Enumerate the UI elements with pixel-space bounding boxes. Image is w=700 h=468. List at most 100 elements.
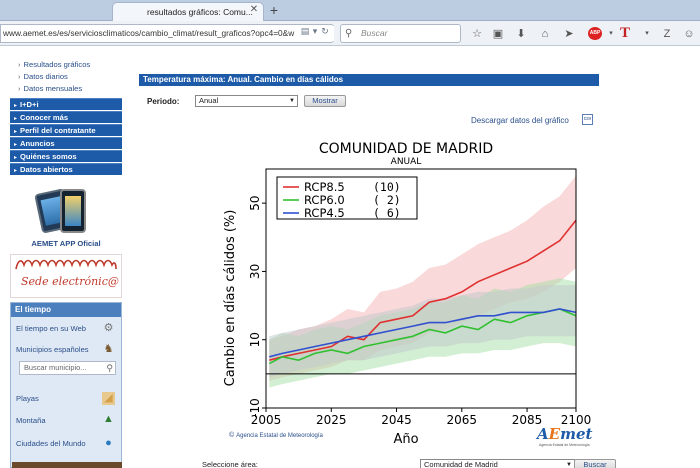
el-tiempo-title: El tiempo [11, 303, 121, 317]
sidebar-item-quienes[interactable]: ▸ Quiénes somos [10, 150, 122, 162]
search-placeholder: Buscar [361, 28, 388, 38]
series-line-rcp45 [269, 308, 577, 358]
reading-list-icon[interactable]: ▣ [492, 28, 504, 40]
area-select[interactable]: Comunidad de Madrid ▼ [420, 459, 575, 468]
sidebar-item-anuncios[interactable]: ▸ Anuncios [10, 137, 122, 149]
agency-credit: © Agencia Estatal de Meteorología [229, 432, 323, 439]
reload-icon[interactable]: ↻ [321, 26, 329, 36]
t-menu-icon[interactable]: ▾ [645, 30, 649, 37]
section-title: Temperatura máxima: Anual. Cambio en día… [139, 74, 599, 86]
download-icon[interactable]: ⬇ [516, 28, 526, 40]
tab-bar: resultados gráficos: Comu... ✕ + [0, 0, 700, 21]
legend-label: RCP6.0 [304, 193, 345, 207]
csv-icon[interactable]: csv [582, 114, 593, 125]
x-tick-label: 2025 [316, 413, 347, 427]
climate-chart: COMUNIDAD DE MADRID ANUAL 2005 2025 2045 20… [223, 141, 592, 447]
x-axis-label: Año [393, 432, 418, 447]
url-bar[interactable]: www.aemet.es/es/serviciosclimaticos/camb… [0, 24, 334, 43]
playas-link[interactable]: Playas [16, 394, 39, 403]
close-tab-icon[interactable]: ✕ [249, 4, 259, 15]
y-axis-label: Cambio en días cálidos (%) [223, 210, 238, 387]
municipios-link[interactable]: Municipios españoles [16, 345, 89, 354]
tab-active[interactable]: resultados gráficos: Comu... [112, 2, 264, 21]
legend-count: ( 2) [373, 193, 401, 207]
copyright-icon: © [229, 432, 235, 439]
el-tiempo-panel: El tiempo El tiempo en su Web ⚙ Municipi… [10, 302, 122, 468]
show-button[interactable]: Mostrar [304, 95, 346, 107]
y-tick-label: 10 [248, 332, 262, 347]
period-select[interactable]: Anual ▼ [195, 95, 298, 107]
sidebar-item-datos-abiertos[interactable]: ▸ Datos abiertos [10, 163, 122, 175]
search-icon: ⚲ [345, 28, 353, 39]
chart-subtitle: ANUAL [391, 157, 422, 167]
sidebar-item-conocer[interactable]: ▸ Conocer más [10, 111, 122, 123]
ciudades-link[interactable]: Ciudades del Mundo [16, 439, 86, 448]
y-tick-label: 30 [248, 264, 262, 279]
download-data-link[interactable]: Descargar datos del gráfico [471, 116, 569, 125]
municipio-search-placeholder: Buscar municipio... [24, 363, 87, 372]
nav-bar: www.aemet.es/es/serviciosclimaticos/camb… [0, 21, 700, 46]
legend-count: ( 6) [373, 206, 401, 220]
aemet-logo: AEmet [537, 425, 593, 443]
x-tick-label: 2045 [381, 413, 412, 427]
send-icon[interactable]: ➤ [564, 28, 574, 40]
sede-electronica-banner[interactable]: Sede electrónic@ [10, 254, 122, 298]
bull-icon: ♞ [103, 343, 114, 355]
sidebar-sublink-diarios[interactable]: › Datos diarios [18, 72, 68, 81]
gear-icon: ⚙ [103, 322, 114, 334]
series-line-rcp60 [268, 308, 577, 365]
legend-label: RCP8.5 [304, 180, 345, 194]
x-tick-label: 2065 [447, 413, 478, 427]
app-promo-banner[interactable]: AEMET APP Oficial [10, 186, 122, 264]
legend-label: RCP4.5 [304, 206, 345, 220]
search-bar[interactable]: ⚲ Buscar [340, 24, 461, 43]
series-band-rcp45 [269, 285, 576, 378]
sidebar-sublink-mensuales[interactable]: › Datos mensuales [18, 84, 83, 93]
search-icon[interactable]: ⚲ [106, 363, 113, 373]
sidebar-footer-image [12, 462, 122, 468]
adblock-menu-icon[interactable]: ▾ [609, 30, 613, 37]
plot-layer: 2005 2025 2045 2065 2085 2100 -10 10 30 50 RCP8.5 (… [248, 168, 592, 427]
phone-image [60, 189, 86, 233]
globe-icon: ● [105, 437, 112, 449]
chevron-down-icon: ▼ [566, 462, 572, 468]
chevron-down-icon: ▼ [289, 98, 295, 104]
dropdown-icon[interactable]: ▾ [312, 26, 318, 36]
montana-link[interactable]: Montaña [16, 416, 46, 425]
select-area-label: Seleccione área: [202, 460, 258, 468]
translate-t-icon[interactable]: T [620, 25, 631, 41]
sidebar-item-perfil[interactable]: ▸ Perfil del contratante [10, 124, 122, 136]
aemet-logo-subtitle: Agencia Estatal de Meteorología [539, 443, 590, 447]
app-label: AEMET APP Oficial [31, 239, 101, 248]
home-icon[interactable]: ⌂ [541, 28, 549, 40]
star-icon[interactable]: ☆ [472, 28, 482, 40]
page-content: › Resultados gráficos › Datos diarios › Dat… [0, 46, 700, 468]
url-text: www.aemet.es/es/serviciosclimaticos/camb… [3, 28, 295, 38]
tab-title: resultados gráficos: Comu... [147, 7, 253, 17]
new-tab-button[interactable]: + [269, 2, 279, 18]
x-tick-label: 2085 [512, 413, 543, 427]
x-tick-label: 2005 [251, 413, 282, 427]
municipio-search-input[interactable]: Buscar municipio... ⚲ [19, 361, 116, 375]
search-area-button[interactable]: Buscar [574, 459, 616, 468]
x-tick-label: 2100 [561, 413, 592, 427]
period-value: Anual [199, 96, 219, 105]
sidebar: › Resultados gráficos › Datos diarios › Dat… [10, 58, 122, 468]
series-line-rcp85 [269, 219, 577, 361]
period-label: Periodo: [147, 97, 180, 106]
sidebar-sublink-resultados[interactable]: › Resultados gráficos [18, 60, 91, 69]
sidebar-item-idi[interactable]: ▸ I+D+i [10, 98, 122, 110]
area-value: Comunidad de Madrid [424, 460, 498, 468]
url-bar-icons: ▤ ▾ ↻ [300, 26, 334, 41]
legend-count: (10) [373, 180, 401, 194]
adblock-icon[interactable]: ABP [588, 27, 602, 40]
chat-icon[interactable]: ☺ [683, 28, 695, 40]
mountain-icon: ▲ [103, 413, 114, 425]
page-icon[interactable]: ▤ [300, 26, 310, 36]
plot-frame [265, 168, 577, 409]
el-tiempo-web-link[interactable]: El tiempo en su Web [16, 324, 86, 333]
y-tick-label: 50 [248, 196, 262, 211]
beach-icon: ◢ [102, 392, 115, 405]
zotero-icon[interactable]: Z [663, 28, 671, 40]
